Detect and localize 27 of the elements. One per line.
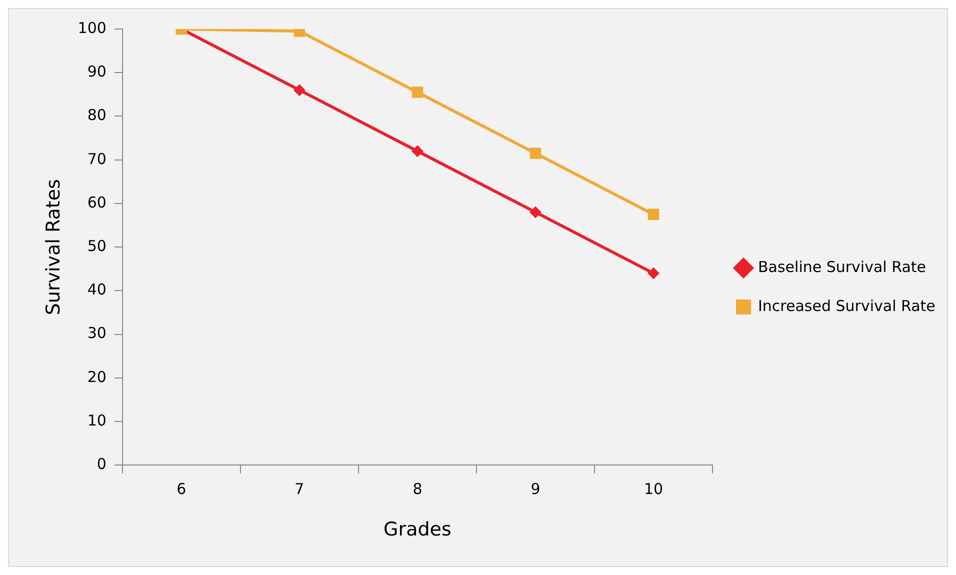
y-tick-label: 10 [87, 411, 106, 430]
y-tick-label: 80 [87, 106, 106, 124]
legend-label: Baseline Survival Rate [758, 258, 926, 276]
point [293, 84, 306, 96]
point [411, 145, 424, 158]
x-axis-title: Grades [384, 518, 452, 541]
x-tick-label: 10 [644, 480, 664, 498]
point [647, 267, 660, 280]
x-tick-label: 9 [530, 480, 540, 498]
y-tick-label: 40 [87, 280, 106, 299]
y-tick-label: 90 [87, 62, 106, 81]
y-tick-label: 30 [87, 324, 106, 342]
y-axis-title: Survival Rates [42, 179, 64, 316]
point [648, 208, 660, 220]
point [529, 206, 542, 218]
point [530, 148, 542, 159]
y-tick-label: 50 [87, 236, 106, 255]
y-tick-label: 70 [87, 150, 106, 168]
legend-label: Increased Survival Rate [758, 296, 936, 315]
x-tick-label: 7 [294, 480, 304, 498]
x-tick-label: 8 [412, 480, 422, 498]
point [412, 86, 424, 98]
x-tick-label: 6 [176, 480, 186, 498]
y-tick-label: 20 [87, 368, 106, 386]
y-tick-label: 0 [96, 455, 106, 474]
y-tick-label: 60 [87, 193, 106, 212]
y-tick-label: 100 [78, 18, 106, 37]
